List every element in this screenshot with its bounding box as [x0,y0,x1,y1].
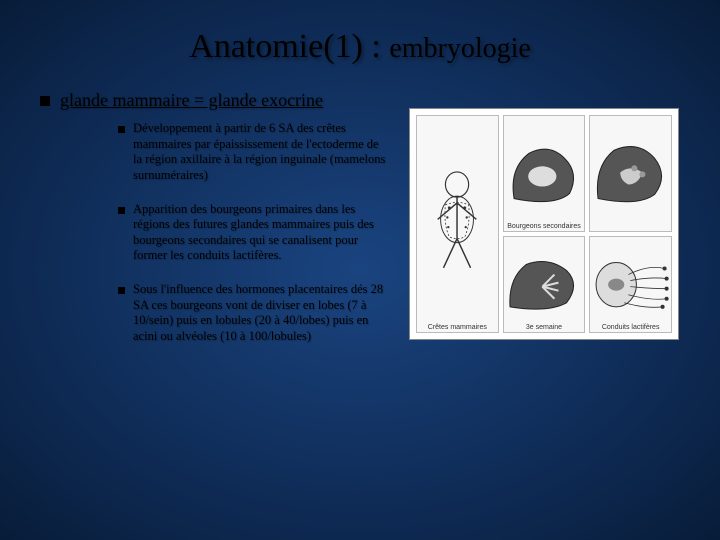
panel-caption: Bourgeons secondaires [504,223,585,230]
heading-text: glande mammaire = glande exocrine [60,90,323,111]
embryo-icon [428,171,486,277]
stage-panel: 3e semaine [503,236,586,333]
panel-caption: Conduits lactifères [590,324,671,331]
point-text: Apparition des bourgeons primaires dans … [133,202,390,265]
square-bullet-icon [40,96,50,106]
slide-title: Anatomie(1) : embryologie [40,28,680,66]
embryology-figure: Crêtes mammaires Bourgeons secondaires 3… [409,108,679,340]
stage-panel [589,115,672,232]
slide: Anatomie(1) : embryologie glande mammair… [0,0,720,540]
square-bullet-icon [118,126,125,133]
list-item: Apparition des bourgeons primaires dans … [118,202,390,265]
square-bullet-icon [118,207,125,214]
heading-item: glande mammaire = glande exocrine [40,90,390,111]
panel-caption: Crêtes mammaires [417,324,498,331]
list-item: Développement à partir de 6 SA des crête… [118,121,390,184]
sub-points: Développement à partir de 6 SA des crête… [40,121,390,345]
text-column: glande mammaire = glande exocrine Dévelo… [40,90,390,363]
point-text: Sous l'influence des hormones placentair… [133,282,390,345]
title-main: Anatomie(1) : [189,28,389,65]
list-item: Sous l'influence des hormones placentair… [118,282,390,345]
square-bullet-icon [118,287,125,294]
content-row: glande mammaire = glande exocrine Dévelo… [40,90,680,363]
point-text: Développement à partir de 6 SA des crête… [133,121,390,184]
figure-column: Crêtes mammaires Bourgeons secondaires 3… [408,90,680,363]
embryo-panel: Crêtes mammaires [416,115,499,333]
panel-caption: 3e semaine [504,324,585,331]
title-sub: embryologie [389,33,531,64]
stage-panel: Bourgeons secondaires [503,115,586,232]
stage-panel: Conduits lactifères [589,236,672,333]
